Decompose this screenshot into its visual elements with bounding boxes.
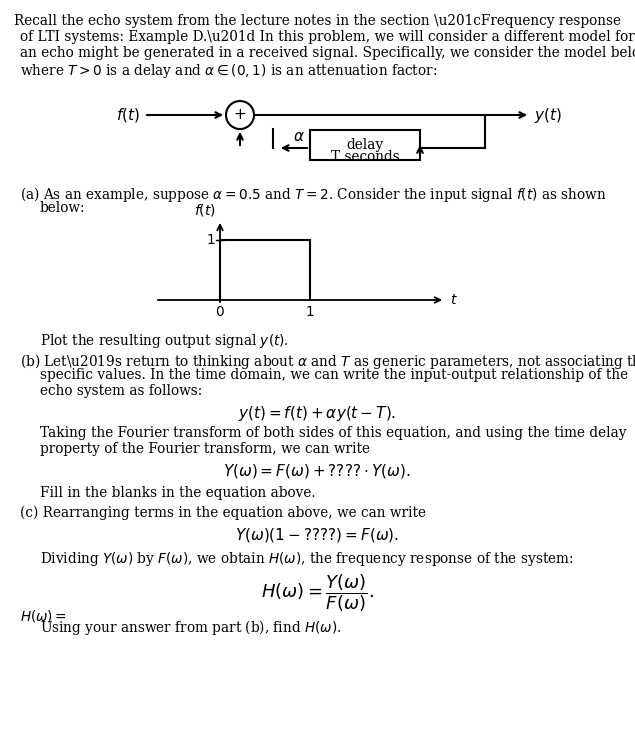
- Text: $Y(\omega)(1 - ????) = F(\omega).$: $Y(\omega)(1 - ????) = F(\omega).$: [235, 526, 399, 544]
- Text: $\alpha$: $\alpha$: [293, 130, 305, 144]
- Text: Taking the Fourier transform of both sides of this equation, and using the time : Taking the Fourier transform of both sid…: [40, 426, 627, 440]
- Text: (b) Let\u2019s return to thinking about $\alpha$ and $T$ as generic parameters, : (b) Let\u2019s return to thinking about …: [20, 352, 635, 371]
- Text: delay: delay: [347, 138, 384, 152]
- Text: $f(t)$: $f(t)$: [116, 106, 140, 124]
- Text: specific values. In the time domain, we can write the input-output relationship : specific values. In the time domain, we …: [40, 368, 628, 382]
- Text: property of the Fourier transform, we can write: property of the Fourier transform, we ca…: [40, 442, 370, 456]
- Text: Fill in the blanks in the equation above.: Fill in the blanks in the equation above…: [40, 486, 316, 500]
- Text: $Y(\omega) = F(\omega) + ????\cdot Y(\omega).$: $Y(\omega) = F(\omega) + ????\cdot Y(\om…: [224, 462, 411, 480]
- Text: (a) As an example, suppose $\alpha = 0.5$ and $T = 2$. Consider the input signal: (a) As an example, suppose $\alpha = 0.5…: [20, 185, 606, 204]
- Text: $0$: $0$: [215, 305, 225, 319]
- Text: $H(\omega) =$: $H(\omega) =$: [20, 608, 67, 624]
- Text: $t$: $t$: [450, 293, 458, 307]
- Text: below:: below:: [40, 201, 86, 215]
- Text: (c) Rearranging terms in the equation above, we can write: (c) Rearranging terms in the equation ab…: [20, 506, 426, 520]
- Text: $y(t)$: $y(t)$: [534, 106, 562, 124]
- Text: an echo might be generated in a received signal. Specifically, we consider the m: an echo might be generated in a received…: [20, 46, 635, 60]
- Text: $1$: $1$: [305, 305, 315, 319]
- Text: T seconds: T seconds: [331, 150, 399, 164]
- Text: of LTI systems: Example D.\u201d In this problem, we will consider a different m: of LTI systems: Example D.\u201d In this…: [20, 30, 635, 44]
- Text: $f(t)$: $f(t)$: [194, 202, 216, 218]
- Text: echo system as follows:: echo system as follows:: [40, 384, 203, 398]
- Text: $1$: $1$: [206, 233, 215, 247]
- Text: $H(\omega) = \dfrac{Y(\omega)}{F(\omega)}.$: $H(\omega) = \dfrac{Y(\omega)}{F(\omega)…: [260, 572, 373, 614]
- Text: $y(t) = f(t) + \alpha y(t - T).$: $y(t) = f(t) + \alpha y(t - T).$: [238, 404, 396, 423]
- Text: Recall the echo system from the lecture notes in the section \u201cFrequency res: Recall the echo system from the lecture …: [13, 14, 620, 28]
- Text: Using your answer from part (b), find $H(\omega)$.: Using your answer from part (b), find $H…: [40, 618, 342, 637]
- Text: Dividing $Y(\omega)$ by $F(\omega)$, we obtain $H(\omega)$, the frequency respon: Dividing $Y(\omega)$ by $F(\omega)$, we …: [40, 550, 573, 568]
- Text: $+$: $+$: [234, 108, 246, 122]
- Bar: [310, 130, 420, 160]
- Text: Plot the resulting output signal $y(t)$.: Plot the resulting output signal $y(t)$.: [40, 332, 289, 350]
- Text: where $T > 0$ is a delay and $\alpha \in (0, 1)$ is an attenuation factor:: where $T > 0$ is a delay and $\alpha \in…: [20, 62, 438, 80]
